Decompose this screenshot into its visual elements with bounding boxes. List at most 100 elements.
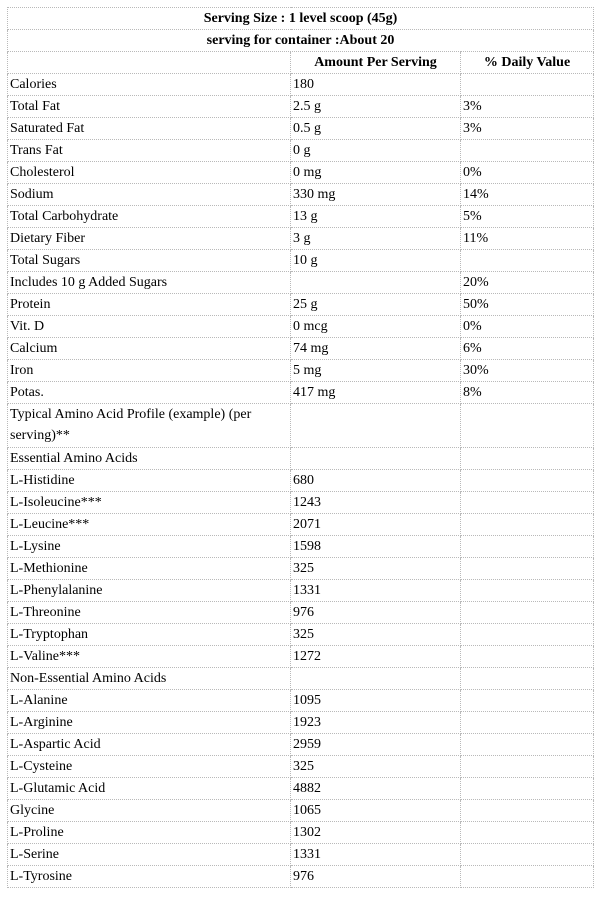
nutrient-name: L-Arginine	[7, 711, 291, 734]
nutrient-daily-value: 14%	[459, 183, 595, 206]
nutrient-daily-value	[459, 689, 595, 712]
nutrient-amount: 1065	[290, 799, 461, 822]
nutrient-daily-value	[459, 535, 595, 558]
table-row: L-Tryptophan 325	[7, 623, 595, 646]
nutrient-name: Saturated Fat	[7, 117, 291, 140]
nutrient-daily-value	[459, 777, 595, 800]
nutrient-daily-value	[459, 139, 595, 162]
nutrient-amount: 0.5 g	[290, 117, 461, 140]
nutrient-daily-value	[459, 249, 595, 272]
nutrient-daily-value: 20%	[459, 271, 595, 294]
nutrient-name: L-Lysine	[7, 535, 291, 558]
nutrient-amount	[290, 271, 461, 294]
nutrient-amount: 0 mcg	[290, 315, 461, 338]
table-row: L-Proline 1302	[7, 821, 595, 844]
table-row: L-Aspartic Acid 2959	[7, 733, 595, 756]
nutrition-rows: Calories 180 Total Fat 2.5 g 3% Saturated Fat…	[7, 73, 595, 888]
nutrient-daily-value	[459, 601, 595, 624]
nutrient-name: L-Leucine***	[7, 513, 291, 536]
column-header-row: Amount Per Serving % Daily Value	[7, 51, 595, 74]
nutrient-name: L-Aspartic Acid	[7, 733, 291, 756]
nutrient-amount: 1243	[290, 491, 461, 514]
nutrient-name: L-Valine***	[7, 645, 291, 668]
nutrient-name: L-Methionine	[7, 557, 291, 580]
nutrient-daily-value	[459, 667, 595, 690]
nutrient-name: Total Carbohydrate	[7, 205, 291, 228]
nutrient-amount: 325	[290, 557, 461, 580]
nutrient-amount: 325	[290, 623, 461, 646]
nutrient-name: Protein	[7, 293, 291, 316]
table-row: Saturated Fat 0.5 g 3%	[7, 117, 595, 140]
nutrient-daily-value	[459, 733, 595, 756]
nutrient-name: Sodium	[7, 183, 291, 206]
nutrient-daily-value	[459, 491, 595, 514]
nutrient-name: Includes 10 g Added Sugars	[7, 271, 291, 294]
table-row: Total Sugars 10 g	[7, 249, 595, 272]
nutrient-amount: 2959	[290, 733, 461, 756]
nutrient-name: L-Histidine	[7, 469, 291, 492]
nutrient-name: L-Tyrosine	[7, 865, 291, 888]
table-row: Essential Amino Acids	[7, 447, 595, 470]
column-header-daily-value: % Daily Value	[459, 51, 595, 74]
servings-per-container-row: serving for container :About 20	[6, 29, 595, 52]
table-row: Iron 5 mg 30%	[7, 359, 595, 382]
table-row: Protein 25 g 50%	[7, 293, 595, 316]
table-row: L-Arginine 1923	[7, 711, 595, 734]
column-header-name	[7, 51, 291, 74]
nutrient-name: L-Phenylalanine	[7, 579, 291, 602]
table-row: L-Glutamic Acid 4882	[7, 777, 595, 800]
nutrient-amount: 1272	[290, 645, 461, 668]
serving-size-row: Serving Size : 1 level scoop (45g)	[6, 7, 595, 30]
nutrient-daily-value	[459, 579, 595, 602]
nutrient-amount: 680	[290, 469, 461, 492]
nutrient-amount: 976	[290, 601, 461, 624]
nutrient-daily-value: 3%	[459, 117, 595, 140]
table-row: Sodium 330 mg 14%	[7, 183, 595, 206]
nutrient-name: L-Cysteine	[7, 755, 291, 778]
nutrient-name: Calcium	[7, 337, 291, 360]
nutrient-name: L-Threonine	[7, 601, 291, 624]
nutrient-name: Iron	[7, 359, 291, 382]
table-row: Glycine 1065	[7, 799, 595, 822]
nutrient-amount: 3 g	[290, 227, 461, 250]
nutrient-daily-value	[459, 799, 595, 822]
nutrient-amount: 5 mg	[290, 359, 461, 382]
nutrient-name: Total Sugars	[7, 249, 291, 272]
table-row: Total Fat 2.5 g 3%	[7, 95, 595, 118]
nutrient-amount: 4882	[290, 777, 461, 800]
nutrient-name: L-Isoleucine***	[7, 491, 291, 514]
nutrient-daily-value: 0%	[459, 161, 595, 184]
nutrient-daily-value: 30%	[459, 359, 595, 382]
table-row: Calories 180	[7, 73, 595, 96]
nutrient-amount	[290, 667, 461, 690]
table-row: L-Alanine 1095	[7, 689, 595, 712]
nutrient-daily-value	[459, 73, 595, 96]
serving-size: Serving Size : 1 level scoop (45g)	[6, 7, 595, 30]
table-row: L-Valine*** 1272	[7, 645, 595, 668]
nutrient-amount: 976	[290, 865, 461, 888]
nutrient-name: L-Proline	[7, 821, 291, 844]
nutrient-daily-value	[459, 623, 595, 646]
table-row: Trans Fat 0 g	[7, 139, 595, 162]
nutrient-amount: 13 g	[290, 205, 461, 228]
nutrient-daily-value	[459, 469, 595, 492]
table-row: L-Leucine*** 2071	[7, 513, 595, 536]
nutrient-name: L-Alanine	[7, 689, 291, 712]
nutrient-name: Dietary Fiber	[7, 227, 291, 250]
nutrient-amount: 1331	[290, 843, 461, 866]
nutrient-name: Trans Fat	[7, 139, 291, 162]
nutrient-amount: 2071	[290, 513, 461, 536]
nutrient-daily-value: 6%	[459, 337, 595, 360]
nutrient-daily-value: 0%	[459, 315, 595, 338]
nutrient-name: L-Tryptophan	[7, 623, 291, 646]
table-row: L-Cysteine 325	[7, 755, 595, 778]
nutrient-daily-value	[459, 865, 595, 888]
nutrient-amount: 1302	[290, 821, 461, 844]
nutrient-name: Typical Amino Acid Profile (example) (pe…	[7, 403, 291, 448]
nutrient-daily-value	[459, 843, 595, 866]
nutrient-daily-value	[459, 403, 595, 448]
nutrient-daily-value	[459, 513, 595, 536]
nutrition-table: Serving Size : 1 level scoop (45g) servi…	[6, 7, 595, 888]
nutrient-daily-value: 11%	[459, 227, 595, 250]
